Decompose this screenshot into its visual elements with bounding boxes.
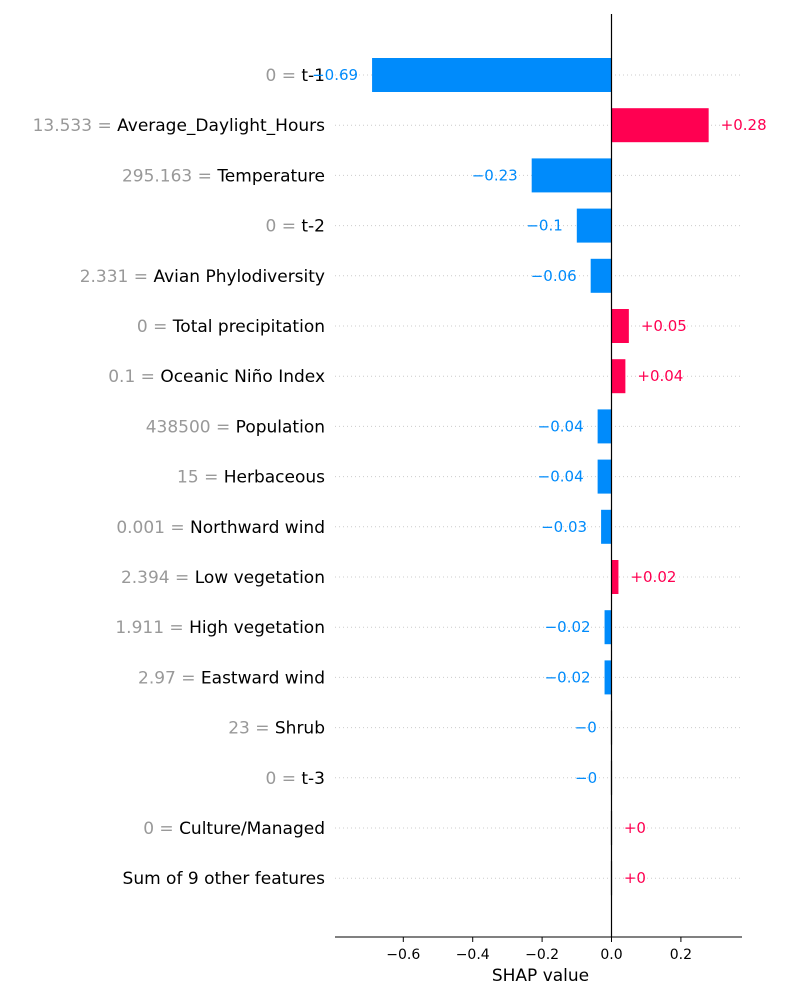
feature-name: Low vegetation (195, 568, 325, 588)
value-label: +0.04 (637, 367, 683, 385)
feature-name: Avian Phylodiversity (153, 267, 325, 287)
feature-label: 0 = Total precipitation (137, 317, 325, 337)
feature-name: Shrub (275, 719, 325, 739)
feature-label: 2.331 = Avian Phylodiversity (80, 267, 325, 287)
value-label: +0.28 (721, 116, 767, 134)
value-label: −0.23 (472, 166, 518, 184)
feature-name: Culture/Managed (179, 819, 325, 839)
feature-name: Sum of 9 other features (123, 869, 326, 889)
shap-bar (611, 309, 629, 343)
value-label: +0 (624, 819, 646, 837)
value-label: −0.03 (541, 518, 587, 536)
x-tick-label: −0.4 (456, 947, 490, 963)
feature-label: 1.911 = High vegetation (115, 618, 325, 638)
feature-label: Sum of 9 other features (123, 869, 326, 889)
x-axis-label: SHAP value (492, 966, 589, 986)
feature-value: 2.97 = (138, 668, 201, 688)
feature-label: 0 = t-1 (266, 66, 326, 86)
feature-name: High vegetation (189, 618, 325, 638)
feature-value: 0 = (137, 317, 173, 337)
shap-bar (597, 459, 612, 494)
value-label: −0.69 (312, 66, 358, 84)
feature-label: 438500 = Population (146, 417, 325, 437)
feature-value: 0 = (266, 769, 302, 789)
feature-label: 2.97 = Eastward wind (138, 668, 325, 688)
feature-label: 0 = Culture/Managed (143, 819, 325, 839)
shap-bar (601, 509, 612, 544)
value-label: +0.02 (630, 568, 676, 586)
value-label: −0.06 (531, 267, 577, 285)
value-label: −0.02 (545, 668, 591, 686)
x-tick-label: −0.2 (525, 947, 559, 963)
x-tick-label: 0.0 (600, 947, 622, 963)
shap-bar (611, 359, 626, 394)
value-label: −0.04 (538, 468, 584, 486)
value-label: +0.05 (641, 317, 687, 335)
feature-label: 23 = Shrub (228, 719, 325, 739)
shap-bar (576, 208, 612, 243)
feature-label: 2.394 = Low vegetation (121, 568, 325, 588)
value-label: +0 (624, 869, 646, 887)
feature-label: 15 = Herbaceous (177, 468, 325, 488)
feature-label: 295.163 = Temperature (122, 166, 325, 186)
feature-label: 0 = t-2 (266, 217, 326, 237)
feature-value: 2.331 = (80, 267, 154, 287)
feature-value: 0.1 = (108, 367, 160, 387)
shap-bar (604, 610, 612, 645)
x-tick-label: −0.6 (386, 947, 420, 963)
feature-value: 0.001 = (116, 518, 190, 538)
feature-value: 23 = (228, 719, 275, 739)
x-tick-label: 0.2 (670, 947, 692, 963)
feature-name: Oceanic Niño Index (160, 367, 325, 387)
shap-bar (604, 660, 612, 695)
shap-bar (372, 58, 612, 92)
feature-value: 15 = (177, 468, 224, 488)
feature-name: t-3 (301, 769, 325, 789)
feature-name: Temperature (216, 166, 325, 186)
feature-name: Population (236, 417, 325, 437)
feature-value: 1.911 = (115, 618, 189, 638)
value-label: −0.04 (538, 417, 584, 435)
feature-name: Total precipitation (172, 317, 325, 337)
feature-value: 295.163 = (122, 166, 217, 186)
value-label: −0 (575, 769, 597, 787)
value-label: −0.1 (526, 217, 562, 235)
feature-value: 0 = (266, 66, 302, 86)
feature-name: t-1 (301, 66, 325, 86)
feature-label: 0.1 = Oceanic Niño Index (108, 367, 325, 387)
feature-label: 0 = t-3 (266, 769, 326, 789)
shap-bar (597, 409, 612, 444)
feature-name: Eastward wind (201, 668, 325, 688)
feature-value: 438500 = (146, 417, 236, 437)
shap-bar (611, 560, 619, 594)
shap-bar (590, 258, 612, 293)
feature-name: Average_Daylight_Hours (117, 116, 325, 136)
feature-name: Herbaceous (224, 468, 325, 488)
value-label: −0 (575, 719, 597, 737)
feature-value: 0 = (266, 217, 302, 237)
feature-name: t-2 (301, 217, 325, 237)
feature-value: 13.533 = (33, 116, 118, 136)
feature-name: Northward wind (190, 518, 325, 538)
feature-label: 0.001 = Northward wind (116, 518, 325, 538)
shap-bar (531, 158, 612, 193)
feature-value: 2.394 = (121, 568, 195, 588)
shap-bar (611, 108, 709, 143)
feature-value: 0 = (143, 819, 179, 839)
feature-label: 13.533 = Average_Daylight_Hours (33, 116, 326, 136)
value-label: −0.02 (545, 618, 591, 636)
